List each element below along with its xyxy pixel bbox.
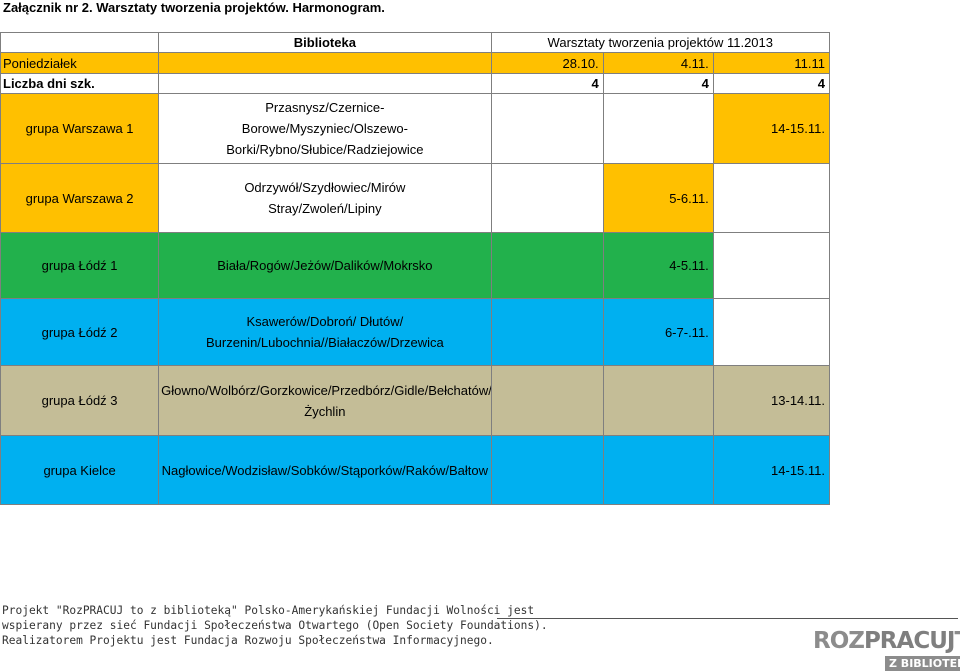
- weekday-date-2: 4.11.: [602, 52, 714, 74]
- group-places: Głowno/Wolbórz/Gorzkowice/Przedbórz/Gidl…: [158, 365, 492, 436]
- logo-wordmark: ROZPRACUJTO: [813, 628, 960, 654]
- group-date-1: [490, 163, 604, 233]
- footer-note: Projekt "RozPRACUJ to z biblioteką" Pols…: [2, 603, 548, 648]
- group-places: Odrzywół/Szydłowiec/Mirów Stray/Zwoleń/L…: [158, 163, 492, 233]
- header-empty-cell: [0, 32, 160, 53]
- group-places: Nagłowice/Wodzisław/Sobków/Stąporków/Rak…: [158, 435, 492, 505]
- footer-line-1: Projekt "RozPRACUJ to z biblioteką" Pols…: [2, 604, 535, 617]
- group-date-3: 14-15.11.: [712, 93, 831, 164]
- weekday-date-1: 28.10.: [490, 52, 604, 74]
- table-row: grupa Warszawa 2 Odrzywół/Szydłowiec/Mir…: [0, 163, 831, 233]
- group-date-2: [602, 365, 714, 436]
- group-date-3: [712, 163, 831, 233]
- weekday-date-3: 11.11: [712, 52, 831, 74]
- days-row: Liczba dni szk. 4 4 4: [0, 73, 831, 94]
- group-date-1: [490, 365, 604, 436]
- group-date-2: [602, 435, 714, 505]
- group-date-3: 14-15.11.: [712, 435, 831, 505]
- footer-line-2: wspierany przez sieć Fundacji Społeczeńs…: [2, 619, 548, 632]
- group-date-1: [490, 435, 604, 505]
- table-row: grupa Łódź 2 Ksawerów/Dobroń/ Dłutów/ Bu…: [0, 298, 831, 366]
- table-row: grupa Łódź 1 Biała/Rogów/Jeżów/Dalików/M…: [0, 232, 831, 299]
- footer-line-3: Realizatorem Projektu jest Fundacja Rozw…: [2, 634, 494, 647]
- group-name: grupa Warszawa 2: [0, 163, 160, 233]
- rozpracujto-logo: ROZPRACUJTO Z BIBLIOTEKĄ: [813, 628, 960, 671]
- table-row: grupa Kielce Nagłowice/Wodzisław/Sobków/…: [0, 435, 831, 505]
- group-date-1: [490, 298, 604, 366]
- group-date-2: [602, 93, 714, 164]
- weekday-empty-cell: [158, 52, 492, 74]
- group-date-1: [490, 93, 604, 164]
- days-value-2: 4: [602, 73, 714, 94]
- logo-part-1: ROZ: [813, 628, 865, 654]
- header-location: Biblioteka: [158, 32, 492, 53]
- logo-subtitle: Z BIBLIOTEKĄ: [885, 656, 960, 671]
- table-row: grupa Łódź 3 Głowno/Wolbórz/Gorzkowice/P…: [0, 365, 831, 436]
- group-date-2: 5-6.11.: [602, 163, 714, 233]
- weekday-row: Poniedziałek 28.10. 4.11. 11.11: [0, 52, 831, 74]
- group-date-3: [712, 232, 831, 299]
- header-workshop: Warsztaty tworzenia projektów 11.2013: [490, 32, 831, 53]
- footer-divider: [497, 618, 958, 619]
- days-value-3: 4: [712, 73, 831, 94]
- group-date-1: [490, 232, 604, 299]
- table-header-row: Biblioteka Warsztaty tworzenia projektów…: [0, 32, 831, 53]
- group-places: Przasnysz/Czernice-Borowe/Myszyniec/Olsz…: [158, 93, 492, 164]
- group-date-2: 6-7-.11.: [602, 298, 714, 366]
- days-empty-cell: [158, 73, 492, 94]
- group-name: grupa Warszawa 1: [0, 93, 160, 164]
- days-label: Liczba dni szk.: [0, 73, 160, 94]
- group-date-2: 4-5.11.: [602, 232, 714, 299]
- days-value-1: 4: [490, 73, 604, 94]
- group-date-3: 13-14.11.: [712, 365, 831, 436]
- group-places: Biała/Rogów/Jeżów/Dalików/Mokrsko: [158, 232, 492, 299]
- schedule-table: Biblioteka Warsztaty tworzenia projektów…: [0, 32, 831, 505]
- group-places: Ksawerów/Dobroń/ Dłutów/ Burzenin/Luboch…: [158, 298, 492, 366]
- group-name: grupa Łódź 1: [0, 232, 160, 299]
- logo-part-3: TO: [954, 628, 960, 654]
- table-row: grupa Warszawa 1 Przasnysz/Czernice-Boro…: [0, 93, 831, 164]
- group-name: grupa Kielce: [0, 435, 160, 505]
- weekday-label: Poniedziałek: [0, 52, 160, 74]
- group-name: grupa Łódź 2: [0, 298, 160, 366]
- page-title: Załącznik nr 2. Warsztaty tworzenia proj…: [3, 0, 385, 15]
- logo-part-2: PRACUJ: [863, 628, 955, 654]
- group-date-3: [712, 298, 831, 366]
- group-name: grupa Łódź 3: [0, 365, 160, 436]
